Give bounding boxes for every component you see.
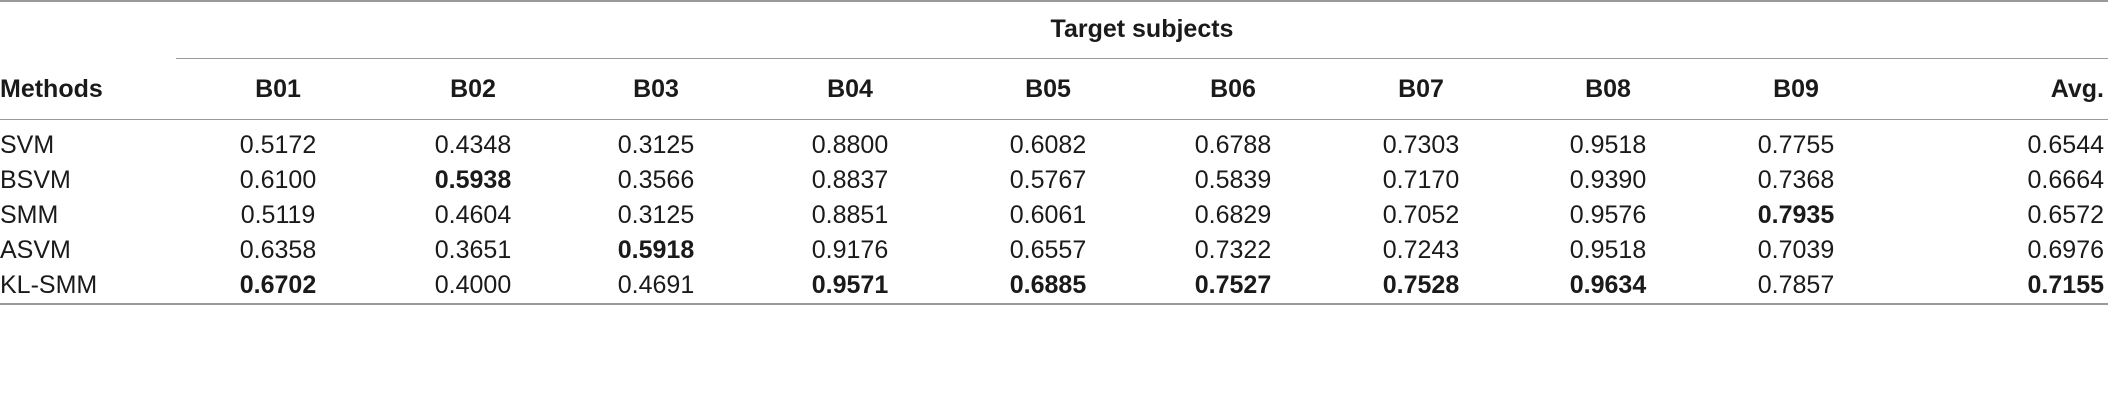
value-cell: 0.9390 [1569,166,1647,194]
column-header: B04 [746,59,954,120]
value-cell: 0.5938 [434,166,512,194]
value-cell: 0.6702 [239,271,317,299]
value-cell: 0.8837 [811,166,889,194]
value-cell: 0.5839 [1194,166,1272,194]
value-cell: 0.6788 [1194,131,1272,159]
column-header-row: Methods B01 B02 B03 B04 B05 B06 B07 B08 … [0,59,2108,120]
group-subrule-row [0,58,2108,59]
value-cell: 0.6100 [239,166,317,194]
avg-cell: 0.6544 [2027,131,2104,159]
table-row: SVM 0.5172 0.4348 0.3125 0.8800 0.6082 0.6788 0… [0,120,2108,164]
method-cell: ASVM [0,236,71,264]
value-cell: 0.3651 [434,236,512,264]
value-cell: 0.5767 [1009,166,1087,194]
table-row: BSVM 0.6100 0.5938 0.3566 0.8837 0.5767 0.5839… [0,163,2108,198]
avg-cell: 0.7155 [2027,271,2104,299]
column-header-avg: Avg. [1894,59,2108,120]
value-cell: 0.7039 [1757,236,1835,264]
value-cell: 0.9518 [1569,236,1647,264]
method-cell: KL-SMM [0,271,98,299]
value-cell: 0.8851 [811,201,889,229]
value-cell: 0.6557 [1009,236,1087,264]
value-cell: 0.9518 [1569,131,1647,159]
table-body: SVM 0.5172 0.4348 0.3125 0.8800 0.6082 0.6788 0… [0,120,2108,305]
value-cell: 0.3125 [617,131,695,159]
column-header: B09 [1698,59,1894,120]
results-table: Target subjects Methods B01 B02 B03 B04 … [0,0,2108,306]
value-cell: 0.6829 [1194,201,1272,229]
value-cell: 0.7368 [1757,166,1835,194]
table-row: ASVM 0.6358 0.3651 0.5918 0.9176 0.6557 0.7322… [0,233,2108,268]
method-cell: SMM [0,201,59,229]
value-cell: 0.3566 [617,166,695,194]
value-cell: 0.3125 [617,201,695,229]
value-cell: 0.9634 [1569,271,1647,299]
column-header: B07 [1324,59,1518,120]
group-subrule [176,58,2108,59]
value-cell: 0.7243 [1382,236,1460,264]
table-row: KL-SMM 0.6702 0.4000 0.4691 0.9571 0.6885 0.75… [0,268,2108,304]
value-cell: 0.7935 [1757,201,1835,229]
avg-cell: 0.6976 [2027,236,2104,264]
value-cell: 0.7527 [1194,271,1272,299]
value-cell: 0.6061 [1009,201,1087,229]
column-header: B08 [1518,59,1698,120]
column-header: B06 [1142,59,1324,120]
value-cell: 0.7857 [1757,271,1835,299]
column-header: B01 [176,59,380,120]
group-header: Target subjects [1050,14,1234,43]
avg-cell: 0.6572 [2027,201,2104,229]
bottom-rule [0,303,2108,306]
group-header-blank [0,2,176,59]
value-cell: 0.4604 [434,201,512,229]
method-cell: BSVM [0,166,71,194]
value-cell: 0.9576 [1569,201,1647,229]
value-cell: 0.7755 [1757,131,1835,159]
group-header-row: Target subjects [0,2,2108,59]
column-header: B03 [566,59,746,120]
value-cell: 0.5119 [240,201,316,229]
avg-cell: 0.6664 [2027,166,2104,194]
value-cell: 0.7303 [1382,131,1460,159]
value-cell: 0.5172 [239,131,317,159]
table-row: SMM 0.5119 0.4604 0.3125 0.8851 0.6061 0.6829 0… [0,198,2108,233]
value-cell: 0.9176 [811,236,889,264]
value-cell: 0.4000 [434,271,512,299]
value-cell: 0.8800 [811,131,889,159]
method-cell: SVM [0,131,55,159]
value-cell: 0.7052 [1382,201,1460,229]
value-cell: 0.9571 [811,271,889,299]
column-header: B02 [380,59,566,120]
value-cell: 0.7170 [1382,166,1460,194]
value-cell: 0.5918 [617,236,695,264]
value-cell: 0.6082 [1009,131,1087,159]
value-cell: 0.6885 [1009,271,1087,299]
value-cell: 0.4348 [434,131,512,159]
value-cell: 0.7528 [1382,271,1460,299]
value-cell: 0.7322 [1194,236,1272,264]
value-cell: 0.6358 [239,236,317,264]
column-header: B05 [954,59,1142,120]
column-header-methods: Methods [0,59,176,120]
value-cell: 0.4691 [617,271,695,299]
